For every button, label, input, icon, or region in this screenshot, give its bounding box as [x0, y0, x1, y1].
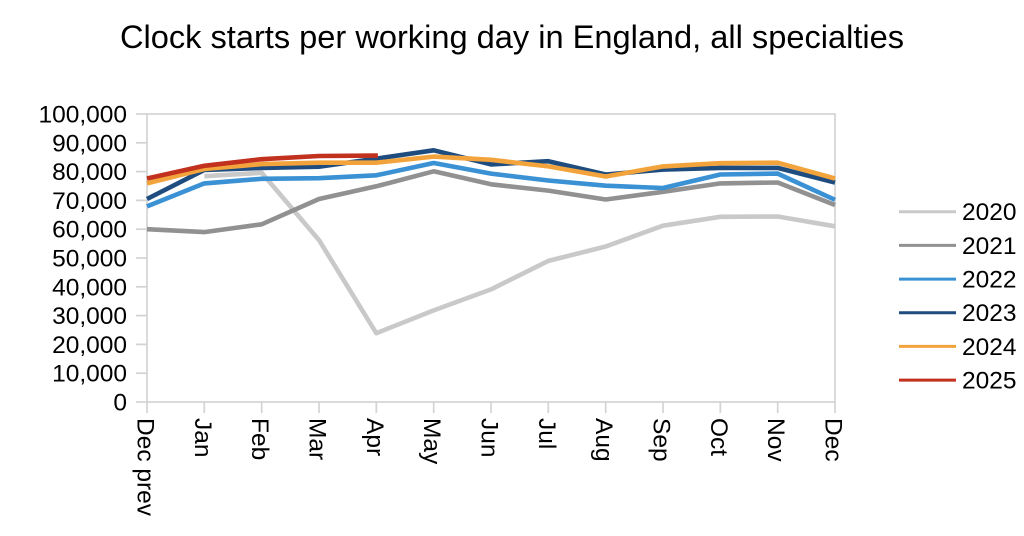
- svg-text:Clock starts per working day i: Clock starts per working day in England,…: [120, 18, 904, 55]
- svg-text:Dec: Dec: [820, 418, 847, 462]
- svg-text:Jan: Jan: [189, 418, 216, 458]
- svg-text:60,000: 60,000: [52, 217, 127, 244]
- svg-text:20,000: 20,000: [52, 332, 127, 359]
- svg-text:90,000: 90,000: [52, 130, 127, 157]
- svg-text:100,000: 100,000: [38, 102, 127, 129]
- svg-text:50,000: 50,000: [52, 246, 127, 273]
- svg-text:Nov: Nov: [762, 418, 789, 462]
- svg-text:Mar: Mar: [304, 418, 331, 460]
- svg-text:May: May: [418, 418, 445, 465]
- svg-text:2023: 2023: [962, 300, 1017, 327]
- svg-text:10,000: 10,000: [52, 361, 127, 388]
- svg-text:2025: 2025: [962, 368, 1017, 395]
- svg-text:40,000: 40,000: [52, 274, 127, 301]
- svg-text:70,000: 70,000: [52, 188, 127, 215]
- svg-text:Sep: Sep: [648, 418, 675, 462]
- svg-text:2020: 2020: [962, 199, 1017, 226]
- svg-text:30,000: 30,000: [52, 303, 127, 330]
- svg-text:0: 0: [113, 390, 127, 417]
- svg-text:Jul: Jul: [533, 418, 560, 449]
- svg-text:80,000: 80,000: [52, 159, 127, 186]
- svg-text:Oct: Oct: [705, 418, 732, 456]
- svg-text:Jun: Jun: [476, 418, 503, 458]
- svg-text:Aug: Aug: [590, 418, 617, 462]
- svg-text:Dec prev: Dec prev: [132, 418, 159, 517]
- svg-text:2021: 2021: [962, 233, 1017, 260]
- svg-text:Apr: Apr: [361, 418, 388, 456]
- svg-text:2024: 2024: [962, 334, 1017, 361]
- svg-text:Feb: Feb: [246, 418, 273, 460]
- svg-text:2022: 2022: [962, 267, 1017, 294]
